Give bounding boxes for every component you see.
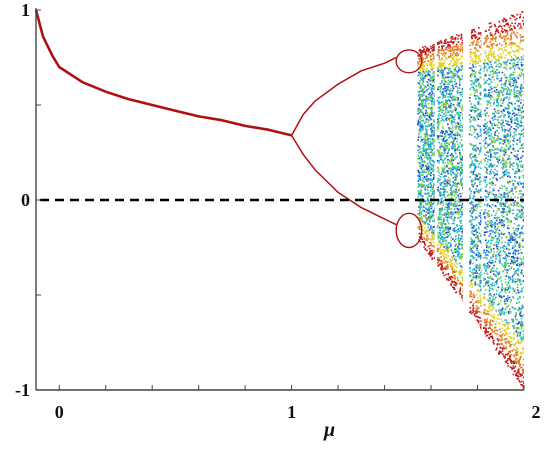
- fixed-point-branch: [34, 9, 292, 137]
- x-tick-label: 0: [55, 402, 64, 422]
- tick-labels: 0 1 2 1 0 -1: [15, 0, 541, 422]
- axes: [35, 8, 525, 391]
- y-tick-label: 0: [21, 190, 30, 210]
- chaos-points: [417, 11, 524, 389]
- period-2-upper-branch: [290, 56, 397, 136]
- y-tick-label: 1: [21, 0, 30, 20]
- period-4-bubble: [395, 49, 423, 74]
- x-tick-label: 1: [287, 402, 296, 422]
- y-tick-label: -1: [15, 380, 30, 400]
- chaos-points: [417, 58, 524, 340]
- x-axis-label: μ: [323, 419, 335, 441]
- x-tick-label: 2: [532, 402, 541, 422]
- period-4-bubble: [395, 212, 423, 249]
- series-layer: [34, 9, 423, 249]
- period-2-lower-branch: [290, 135, 397, 226]
